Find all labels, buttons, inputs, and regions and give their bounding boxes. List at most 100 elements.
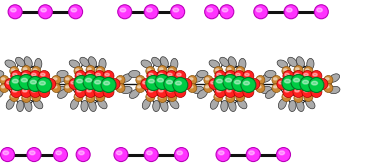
Ellipse shape: [30, 80, 36, 84]
Ellipse shape: [146, 75, 161, 91]
Ellipse shape: [24, 57, 32, 67]
Ellipse shape: [147, 69, 151, 71]
Ellipse shape: [116, 83, 125, 93]
Ellipse shape: [30, 87, 41, 97]
Ellipse shape: [205, 82, 216, 90]
Ellipse shape: [64, 83, 73, 93]
Ellipse shape: [53, 86, 57, 88]
Ellipse shape: [168, 89, 172, 92]
Ellipse shape: [159, 73, 163, 76]
Ellipse shape: [236, 93, 245, 101]
Ellipse shape: [57, 90, 67, 98]
Ellipse shape: [22, 66, 31, 74]
Ellipse shape: [105, 89, 109, 92]
Ellipse shape: [146, 93, 155, 101]
Ellipse shape: [207, 8, 213, 12]
Ellipse shape: [285, 79, 291, 83]
Ellipse shape: [92, 76, 107, 92]
Ellipse shape: [175, 81, 181, 85]
Ellipse shape: [109, 78, 120, 90]
Ellipse shape: [229, 100, 236, 112]
Ellipse shape: [101, 77, 116, 93]
Ellipse shape: [39, 81, 45, 85]
Ellipse shape: [329, 86, 340, 94]
Ellipse shape: [304, 73, 308, 76]
Ellipse shape: [98, 95, 101, 97]
Ellipse shape: [28, 76, 43, 92]
Ellipse shape: [111, 81, 115, 84]
Ellipse shape: [137, 86, 141, 88]
Ellipse shape: [137, 78, 141, 80]
Ellipse shape: [89, 100, 96, 112]
Ellipse shape: [324, 83, 333, 93]
Ellipse shape: [11, 95, 15, 97]
Ellipse shape: [204, 83, 213, 93]
Ellipse shape: [147, 87, 158, 97]
Ellipse shape: [152, 57, 161, 67]
Ellipse shape: [236, 89, 240, 92]
Ellipse shape: [265, 90, 275, 98]
Ellipse shape: [41, 89, 45, 92]
Ellipse shape: [294, 94, 303, 102]
Ellipse shape: [49, 78, 60, 86]
Ellipse shape: [1, 78, 5, 80]
Ellipse shape: [189, 78, 193, 80]
Ellipse shape: [214, 93, 223, 101]
Ellipse shape: [118, 86, 121, 88]
Ellipse shape: [46, 81, 51, 84]
Ellipse shape: [71, 8, 77, 12]
Ellipse shape: [120, 8, 126, 12]
Ellipse shape: [94, 80, 101, 84]
Ellipse shape: [169, 95, 173, 97]
Ellipse shape: [87, 89, 91, 92]
Ellipse shape: [12, 79, 19, 83]
Ellipse shape: [74, 75, 89, 91]
Ellipse shape: [94, 87, 105, 97]
Ellipse shape: [324, 75, 333, 85]
Ellipse shape: [136, 75, 145, 85]
Ellipse shape: [241, 77, 256, 93]
Ellipse shape: [65, 78, 69, 80]
Ellipse shape: [279, 81, 283, 84]
Ellipse shape: [76, 69, 79, 71]
Ellipse shape: [75, 71, 86, 81]
Ellipse shape: [329, 74, 339, 82]
Ellipse shape: [23, 89, 27, 92]
Ellipse shape: [96, 89, 100, 92]
Ellipse shape: [216, 148, 230, 162]
Ellipse shape: [160, 68, 163, 70]
Ellipse shape: [10, 67, 19, 75]
Ellipse shape: [23, 96, 27, 98]
Ellipse shape: [227, 89, 231, 92]
Ellipse shape: [238, 99, 247, 109]
Ellipse shape: [188, 83, 197, 93]
Ellipse shape: [118, 5, 132, 19]
Ellipse shape: [71, 81, 75, 84]
Ellipse shape: [118, 78, 121, 80]
Ellipse shape: [160, 96, 163, 98]
Ellipse shape: [114, 148, 128, 162]
Ellipse shape: [282, 93, 291, 101]
Ellipse shape: [261, 86, 272, 94]
Ellipse shape: [149, 73, 153, 76]
Ellipse shape: [57, 74, 67, 82]
Ellipse shape: [74, 67, 83, 75]
Ellipse shape: [81, 100, 88, 112]
Ellipse shape: [183, 81, 187, 84]
Ellipse shape: [173, 8, 179, 12]
Ellipse shape: [211, 81, 215, 84]
Ellipse shape: [68, 5, 83, 19]
Ellipse shape: [166, 80, 172, 84]
Ellipse shape: [228, 96, 231, 98]
Ellipse shape: [86, 66, 95, 74]
Ellipse shape: [157, 87, 168, 97]
Ellipse shape: [121, 74, 132, 82]
Ellipse shape: [29, 151, 35, 155]
Ellipse shape: [306, 99, 315, 109]
Ellipse shape: [307, 58, 314, 70]
Ellipse shape: [7, 81, 11, 84]
Ellipse shape: [157, 71, 168, 81]
Ellipse shape: [79, 151, 84, 155]
Ellipse shape: [254, 5, 268, 19]
Ellipse shape: [278, 99, 287, 109]
